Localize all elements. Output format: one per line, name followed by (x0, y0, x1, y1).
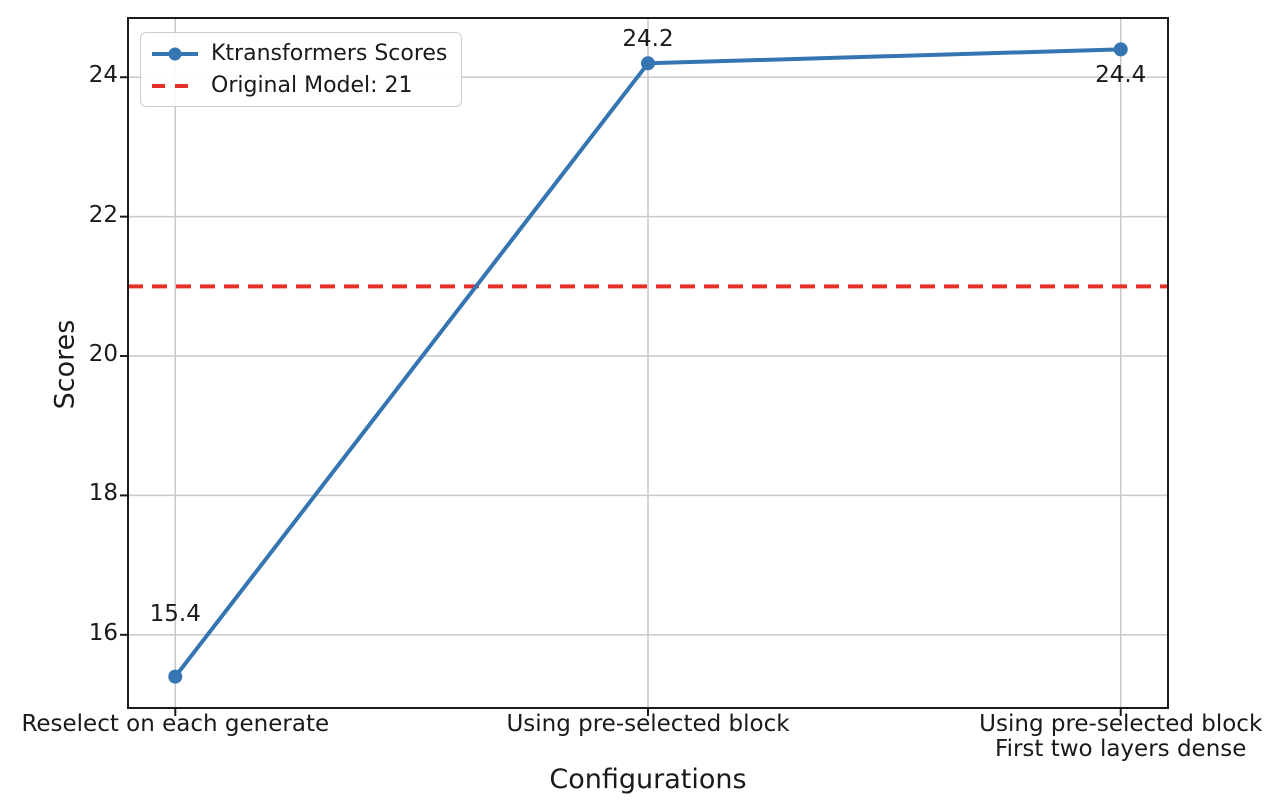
axes-border (127, 17, 1169, 709)
x-tick-label-line: Reselect on each generate (21, 711, 330, 737)
legend-entry-ktransformers-scores: Ktransformers Scores (152, 40, 447, 67)
x-tick-label-line: First two layers dense (995, 736, 1247, 762)
point-value-label: 15.4 (149, 600, 201, 627)
y-tick-label: 22 (88, 201, 118, 228)
x-tick-label-line: Using pre-selected block (979, 711, 1263, 737)
y-tick-label: 24 (88, 62, 118, 89)
legend: Ktransformers Scores Original Model: 21 (140, 32, 463, 107)
legend-label-original-model: Original Model: 21 (211, 73, 413, 98)
x-tick-label: Reselect on each generate (0, 712, 385, 737)
legend-label-ktransformers-scores: Ktransformers Scores (211, 41, 448, 66)
point-value-label: 24.4 (1095, 62, 1147, 89)
y-tick-label: 16 (88, 619, 118, 646)
point-value-label: 24.2 (622, 26, 674, 53)
legend-entry-original-model: Original Model: 21 (152, 72, 447, 99)
marker-dot-icon (168, 47, 182, 60)
x-tick-label-line: Using pre-selected block (506, 711, 790, 737)
dashed-line-swatch-icon (152, 83, 198, 88)
y-tick-label: 20 (88, 341, 118, 368)
data-point-marker (1113, 42, 1128, 57)
line-marker-swatch-icon (152, 47, 198, 60)
y-tick-label: 18 (88, 480, 118, 507)
x-tick-label: Using pre-selected block First two layers… (911, 712, 1280, 762)
data-point-marker (168, 669, 183, 684)
data-point-marker (641, 56, 655, 71)
x-tick-label: Using pre-selected block (438, 712, 858, 737)
x-axis-title: Configurations (549, 764, 747, 795)
